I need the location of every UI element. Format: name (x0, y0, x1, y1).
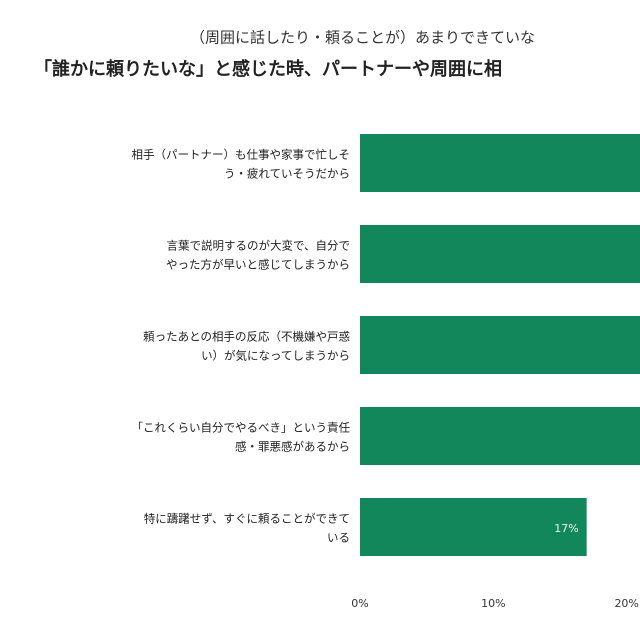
y-tick-label: いる (327, 531, 350, 545)
bar (360, 498, 587, 556)
y-tick-label: 言葉で説明するのが大変で、自分で (166, 239, 350, 253)
chart-title: （周囲に話したり・頼ることが）あまりできていな (190, 29, 535, 47)
y-tick-label: 感・罪悪感があるから (235, 440, 350, 454)
y-tick-label: 頼ったあとの相手の反応（不機嫌や戸惑 (143, 330, 350, 344)
x-tick-label: 10% (481, 597, 505, 610)
y-tick-label: 「これくらい自分でやるべき」という責任 (132, 421, 351, 435)
chart-subtitle: 「誰かに頼りたいな」と感じた時、パートナーや周囲に相 (34, 58, 502, 80)
bar (360, 134, 640, 192)
value-label: 17% (554, 522, 578, 535)
y-tick-label: う・疲れていそうだから (224, 167, 350, 181)
bar (360, 407, 640, 465)
y-tick-label: い）が気になってしまうから (201, 349, 350, 363)
bar (360, 225, 640, 283)
y-tick-label: 相手（パートナー）も仕事や家事で忙しそ (132, 148, 351, 162)
x-tick-label: 0% (351, 597, 368, 610)
y-tick-label: やった方が早いと感じてしまうから (166, 258, 350, 272)
x-tick-label: 20% (614, 597, 638, 610)
y-tick-label: 特に躊躇せず、すぐに頼ることができて (144, 512, 350, 526)
bar (360, 316, 640, 374)
